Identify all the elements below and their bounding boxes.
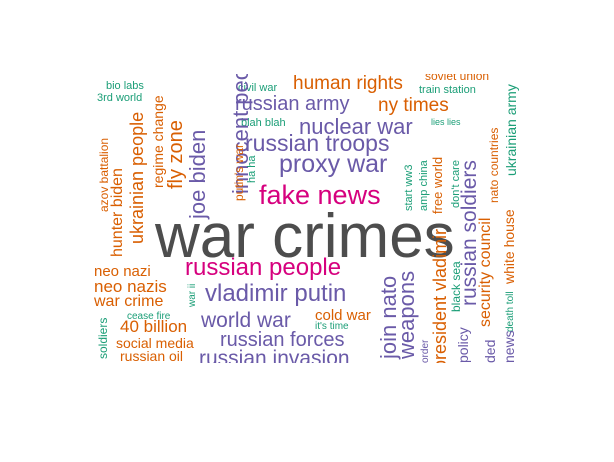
cloud-word: news <box>501 330 517 363</box>
cloud-word: civil war <box>238 82 278 94</box>
cloud-word: azov battalion <box>97 137 111 212</box>
cloud-word: russian invasion <box>199 347 350 363</box>
cloud-word: 40 billion <box>120 317 188 336</box>
cloud-word: neo nazis <box>94 277 167 296</box>
cloud-word: white house <box>501 209 517 284</box>
cloud-word: hunter biden <box>109 168 126 257</box>
cloud-word: it's time <box>315 321 349 332</box>
cloud-word: order <box>420 339 431 363</box>
cloud-word: amp china <box>418 160 430 211</box>
cloud-word: black sea <box>449 261 463 312</box>
cloud-word: cold war <box>315 307 371 324</box>
cloud-word: nato countries <box>487 127 501 203</box>
cloud-word: ny times <box>378 95 449 116</box>
cloud-word: russian army <box>235 93 350 115</box>
cloud-word: proxy war <box>279 150 388 178</box>
cloud-word: ukrainian army <box>503 84 519 176</box>
cloud-word: weapons <box>394 270 419 359</box>
cloud-word: vladimir putin <box>205 280 347 307</box>
cloud-word: free world <box>430 156 445 214</box>
cloud-word: social media <box>116 335 194 351</box>
cloud-word: soldiers <box>96 317 110 359</box>
cloud-word: russian oil <box>120 348 184 363</box>
cloud-word: war crimes <box>155 202 455 271</box>
cloud-word: start ww3 <box>403 164 415 211</box>
cloud-word: 3rd world <box>97 92 143 104</box>
cloud-word: russian people <box>185 254 342 281</box>
word-cloud-area: war crimes fake news russian people proxy w… <box>93 74 522 363</box>
cloud-word: death toll <box>505 291 516 332</box>
cloud-word: regime change <box>150 95 166 188</box>
cloud-word: ukrainian people <box>127 111 147 244</box>
cloud-word: nuclear war <box>299 114 413 139</box>
cloud-word: blah blah <box>241 117 286 129</box>
cloud-word: security council <box>477 217 494 327</box>
cloud-word: ded <box>482 339 498 363</box>
cloud-word: president vladimir <box>430 228 450 363</box>
cloud-word: ha ha <box>246 155 258 183</box>
cloud-word: war crime <box>94 293 164 310</box>
cloud-word: soviet union <box>425 74 490 83</box>
cloud-word: putin's war <box>232 144 246 201</box>
cloud-word: lies lies <box>431 117 461 127</box>
cloud-word: world war <box>201 309 291 332</box>
cloud-word: policy <box>455 327 471 363</box>
cloud-word: bio labs <box>106 80 144 92</box>
cloud-word: russian troops <box>245 130 390 156</box>
cloud-word: russian forces <box>220 329 345 351</box>
cloud-word: train station <box>419 84 476 96</box>
cloud-word: cease fire <box>127 311 171 322</box>
cloud-word: joe biden <box>185 129 210 219</box>
cloud-word: war ii <box>187 283 198 307</box>
cloud-word: fake news <box>259 180 381 210</box>
cloud-word: neo nazi <box>94 263 151 280</box>
cloud-word: human rights <box>293 74 403 94</box>
cloud-word: fly zone <box>165 120 187 189</box>
